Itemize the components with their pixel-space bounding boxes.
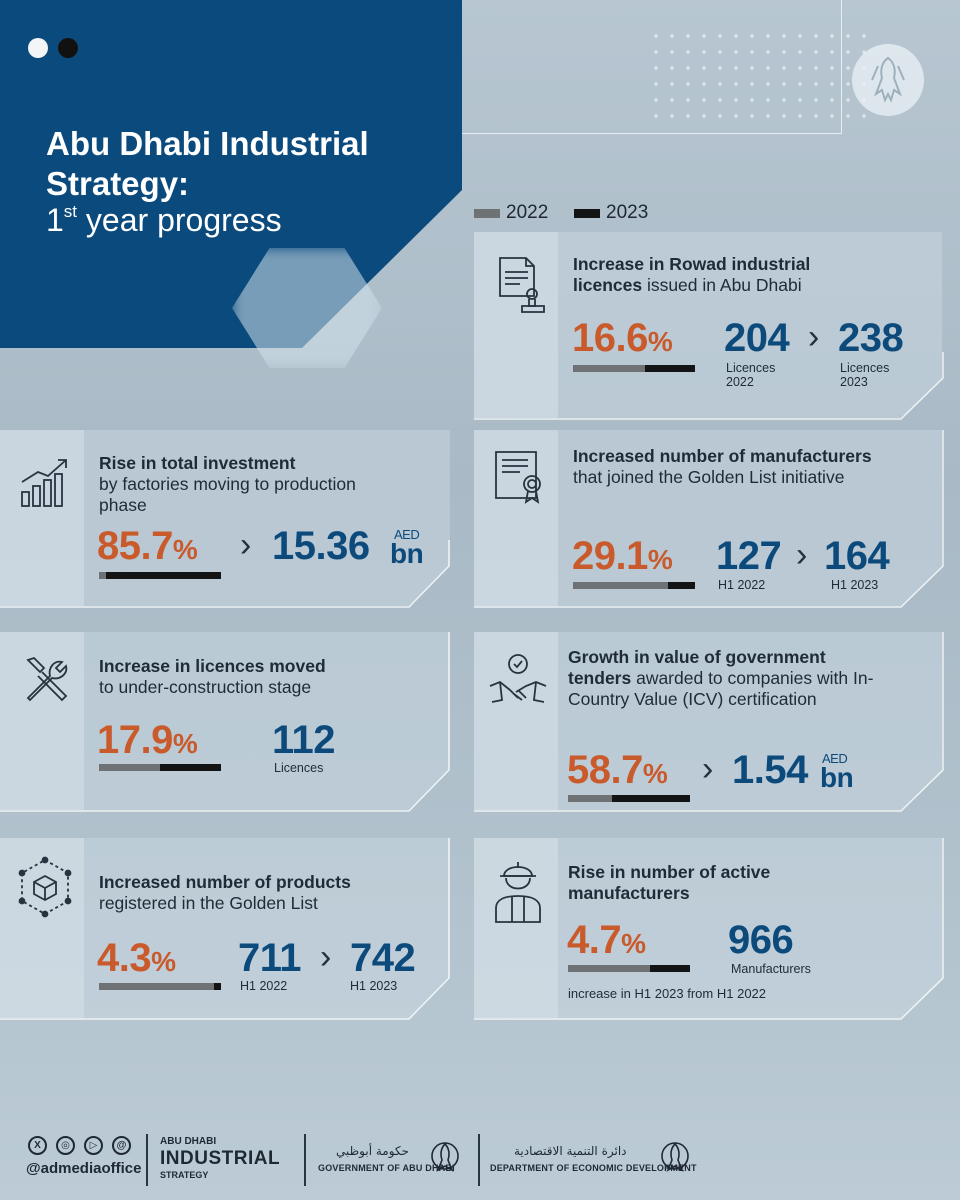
card-tenders-title: Growth in value of government tenders aw… bbox=[568, 647, 874, 709]
card-rowad-title: Increase in Rowad industrial licences is… bbox=[573, 254, 811, 295]
bar-2023 bbox=[668, 582, 695, 589]
legend-2022: 2022 bbox=[474, 202, 548, 224]
bar-2023 bbox=[106, 572, 221, 579]
licence-stamp-icon bbox=[494, 256, 550, 323]
threads-icon[interactable]: @ bbox=[112, 1136, 131, 1155]
handshake-icon bbox=[488, 652, 548, 717]
chevron-right-icon: › bbox=[808, 318, 820, 356]
chevron-right-icon: › bbox=[240, 526, 252, 564]
card-rowad-from-label: Licences 2022 bbox=[726, 361, 776, 389]
card-golden-list-to-value: 164 bbox=[824, 534, 890, 578]
legend-swatch bbox=[574, 208, 600, 218]
card-products-title: Increased number of products registered i… bbox=[99, 872, 351, 913]
gov-arabic-name: حكومة أبوظبي bbox=[336, 1144, 409, 1158]
chevron-right-icon: › bbox=[796, 536, 808, 574]
bar-2023 bbox=[650, 965, 690, 972]
card-golden-list-percent: 29.1% bbox=[572, 534, 673, 578]
chevron-right-icon: › bbox=[702, 750, 714, 788]
card-construction-value-label: Licences bbox=[274, 761, 324, 775]
card-products-from-label: H1 2022 bbox=[240, 979, 288, 993]
bar-2022 bbox=[99, 764, 160, 771]
card-active-percent: 4.7% bbox=[567, 918, 646, 962]
bar-2022 bbox=[573, 365, 645, 372]
footer-divider bbox=[478, 1134, 480, 1186]
ded-arabic-name: دائرة التنمية الاقتصادية bbox=[514, 1144, 627, 1158]
card-golden-list-title: Increased number of manufacturers that j… bbox=[573, 446, 872, 487]
card-construction-percent: 17.9% bbox=[97, 718, 198, 762]
social-handle[interactable]: @admediaoffice bbox=[26, 1160, 142, 1177]
card-investment-percent: 85.7% bbox=[97, 524, 198, 568]
card-investment-title: Rise in total investment by factories mov… bbox=[99, 453, 356, 515]
instagram-icon[interactable]: ◎ bbox=[56, 1136, 75, 1155]
card-active-bar bbox=[568, 965, 690, 972]
card-investment-bar bbox=[99, 572, 221, 579]
card-tenders-percent: 58.7% bbox=[567, 748, 668, 792]
card-rowad-from-value: 204 bbox=[724, 316, 790, 360]
logo-abu-dhabi: ABU DHABI bbox=[160, 1136, 217, 1147]
legend-label: 2022 bbox=[506, 202, 549, 223]
card-active-footnote: increase in H1 2023 from H1 2022 bbox=[568, 986, 767, 1001]
card-rowad-percent: 16.6% bbox=[572, 316, 673, 360]
logo-industrial: INDUSTRIAL bbox=[160, 1148, 281, 1169]
growth-chart-icon bbox=[18, 454, 72, 515]
card-products-to-label: H1 2023 bbox=[350, 979, 398, 993]
card-active-title: Rise in number of active manufacturers bbox=[568, 862, 771, 903]
page-title: Abu Dhabi Industrial Strategy: bbox=[46, 125, 369, 202]
bar-2022 bbox=[573, 582, 668, 589]
dot-white bbox=[28, 38, 48, 58]
decorative-dot-grid bbox=[648, 28, 868, 128]
legend-2023: 2023 bbox=[574, 202, 648, 224]
card-products-bar bbox=[99, 983, 221, 990]
gov-english-name: GOVERNMENT OF ABU DHABI bbox=[318, 1163, 455, 1173]
youtube-icon[interactable]: ▷ bbox=[84, 1136, 103, 1155]
card-tenders-value: 1.54 AED bn bbox=[732, 748, 854, 793]
card-golden-list-bar bbox=[573, 582, 695, 589]
falcon-crest-icon bbox=[430, 1138, 460, 1178]
card-products-from-value: 711 bbox=[238, 936, 302, 980]
legend-label: 2023 bbox=[606, 202, 649, 223]
card-construction-value: 112 bbox=[272, 718, 336, 762]
bar-2023 bbox=[612, 795, 690, 802]
card-rowad-to-label: Licences 2023 bbox=[840, 361, 890, 389]
tools-icon bbox=[20, 654, 74, 713]
card-golden-list-from-value: 127 bbox=[716, 534, 782, 578]
card-rowad-bar bbox=[573, 365, 695, 372]
card-rowad-to-value: 238 bbox=[838, 316, 904, 360]
footer-divider bbox=[146, 1134, 148, 1186]
card-active-value: 966 bbox=[728, 918, 794, 962]
card-tenders-bar bbox=[568, 795, 690, 802]
page-subtitle: 1st year progress bbox=[46, 202, 282, 238]
product-box-icon bbox=[16, 856, 74, 923]
bar-2023 bbox=[160, 764, 221, 771]
decorative-glow bbox=[232, 248, 382, 368]
falcon-emblem-icon bbox=[852, 44, 924, 116]
card-construction-bar bbox=[99, 764, 221, 771]
card-golden-list-from-label: H1 2022 bbox=[718, 578, 766, 592]
bar-2022 bbox=[99, 983, 214, 990]
card-golden-list-to-label: H1 2023 bbox=[831, 578, 879, 592]
card-products-to-value: 742 bbox=[350, 936, 416, 980]
bar-2022 bbox=[568, 965, 650, 972]
legend-swatch bbox=[474, 208, 500, 218]
card-products-percent: 4.3% bbox=[97, 936, 176, 980]
falcon-crest-icon bbox=[660, 1138, 690, 1178]
card-construction-title: Increase in licences moved to under-const… bbox=[99, 656, 326, 697]
bar-2023 bbox=[214, 983, 221, 990]
card-active-value-label: Manufacturers bbox=[731, 962, 811, 976]
chevron-right-icon: › bbox=[320, 938, 332, 976]
bar-2022 bbox=[99, 572, 106, 579]
bar-2023 bbox=[645, 365, 695, 372]
x-social-icon[interactable]: X bbox=[28, 1136, 47, 1155]
dot-black bbox=[58, 38, 78, 58]
certificate-icon bbox=[492, 448, 550, 511]
logo-strategy: STRATEGY bbox=[160, 1170, 209, 1180]
ded-english-name: DEPARTMENT OF ECONOMIC DEVELOPMENT bbox=[490, 1163, 697, 1173]
worker-icon bbox=[490, 856, 546, 929]
card-investment-value: 15.36 AED bn bbox=[272, 524, 424, 569]
footer-divider bbox=[304, 1134, 306, 1186]
bar-2022 bbox=[568, 795, 612, 802]
